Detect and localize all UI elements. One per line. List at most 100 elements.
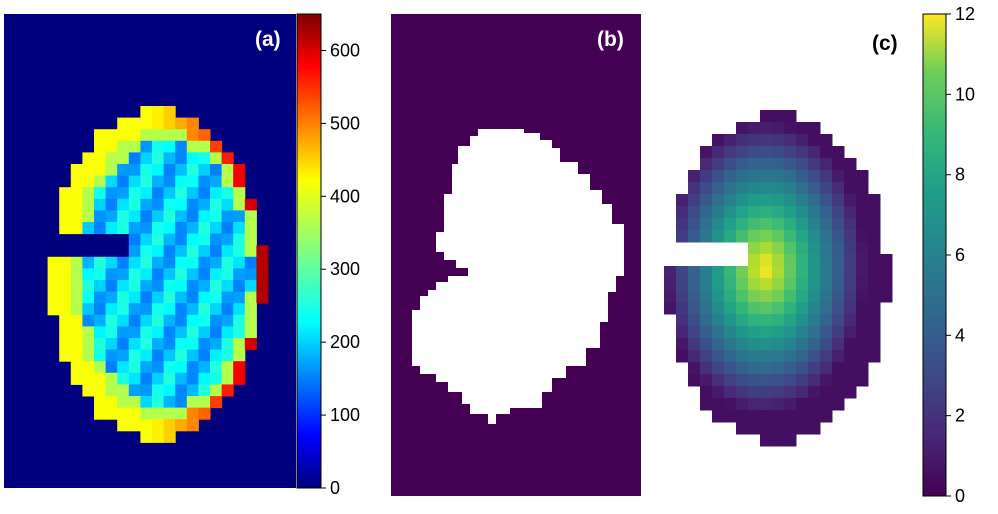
panel-a-cell [210,152,223,165]
panel-a-cell [233,372,246,385]
panel-c-cells [664,110,893,447]
panel-c-cell [820,158,833,171]
panel-c-cell [784,194,797,207]
panel-a-cell [140,396,153,409]
panel-c-cell [772,362,785,375]
panel-c-cell [748,254,761,267]
panel-a-cell [244,268,257,281]
panel-a-cell [70,210,83,223]
panel-a-cell [105,140,118,153]
panel-c-cell [772,134,785,147]
panel-c-cell [700,170,713,183]
panel-c-cell [844,254,857,267]
panel-c-cell [784,434,797,447]
panel-a-cell [140,326,153,339]
panel-c-cell [784,278,797,291]
panel-c-cell [820,398,833,411]
panel-c-cell [724,350,737,363]
panel-c-cell [808,242,821,255]
panel-a-cell [198,361,211,374]
panel-c-cell [808,410,821,423]
panel-a-cell [140,129,153,142]
panel-a-cell [152,349,165,362]
panel-c-cell [760,254,773,267]
panel-a-cell [244,314,257,327]
panel-a-cell [221,303,234,316]
panel-a-cell [198,175,211,188]
panel-a-cell [152,384,165,397]
panel-a-cell [221,164,234,177]
panel-c-cell [808,314,821,327]
panel-c-cell [832,326,845,339]
panel-a-cell [210,384,223,397]
panel-c-cell [700,182,713,195]
panel-c-cell [820,254,833,267]
panel-a-cell [117,152,130,165]
panel-a-cell [221,291,234,304]
panel-a-cell [140,140,153,153]
panel-a-cell [117,280,130,293]
panel-a-cell [105,349,118,362]
panel-a-cell [82,384,95,397]
panel-c-cell [832,230,845,243]
panel-c-cell [676,266,689,279]
panel-c-cell [808,134,821,147]
panel-a-cell [175,338,188,351]
panel-a-cell [186,338,199,351]
panel-a-cell [140,419,153,432]
panel-c-cell [808,374,821,387]
panel-a-cell [163,280,176,293]
panel-c-cell [676,278,689,291]
panel-a-cell [82,222,95,235]
panel-c-cell [712,182,725,195]
panel-c-cell [796,266,809,279]
panel-a-cell [128,349,141,362]
panel-c-cell [712,374,725,387]
panel-a-cell [175,419,188,432]
panel-a-cell [244,245,257,258]
panel-a-cell [59,198,72,211]
panel-c-cell [748,242,761,255]
panel-c-cell [796,242,809,255]
panel-c-cell [772,218,785,231]
panel-a-cell [244,280,257,293]
panel-a-cell [175,164,188,177]
panel-a-cell [140,175,153,188]
panel-c-cell [856,362,869,375]
panel-a-cell [82,175,95,188]
panel-c-cell [844,230,857,243]
panel-a-cell [105,198,118,211]
panel-c-cell [748,230,761,243]
panel-a-cell [59,256,72,269]
panel-a-cell [175,280,188,293]
panel-c-cell [784,302,797,315]
panel-a-cell [163,303,176,316]
panel-c-cell [832,278,845,291]
panel-c-cell [712,146,725,159]
panel-a-cell [94,303,107,316]
panel-a-cell [152,129,165,142]
panel-c-cell [724,134,737,147]
panel-c-cell [712,194,725,207]
panel-c-cell [736,350,749,363]
panel-a-cell [244,338,257,351]
panel-c-cell [832,170,845,183]
panel-a-cell [221,314,234,327]
panel-c-cell [796,254,809,267]
panel-a-cell [175,268,188,281]
panel-c-cell [796,350,809,363]
panel-a-cell [186,233,199,246]
panel-a-cell [59,291,72,304]
panel-c-cell [748,374,761,387]
panel-a-cell [105,314,118,327]
panel-a-cell [186,303,199,316]
panel-c-cell [760,398,773,411]
panel-a-cell [256,245,269,258]
panel-a-cell [244,326,257,339]
panel-c-cell [796,122,809,135]
panel-a-cell [244,210,257,223]
panel-c-cell [712,278,725,291]
panel-a-cell [94,349,107,362]
panel-a-cell [198,396,211,409]
panel-a-label: (a) [255,28,281,51]
